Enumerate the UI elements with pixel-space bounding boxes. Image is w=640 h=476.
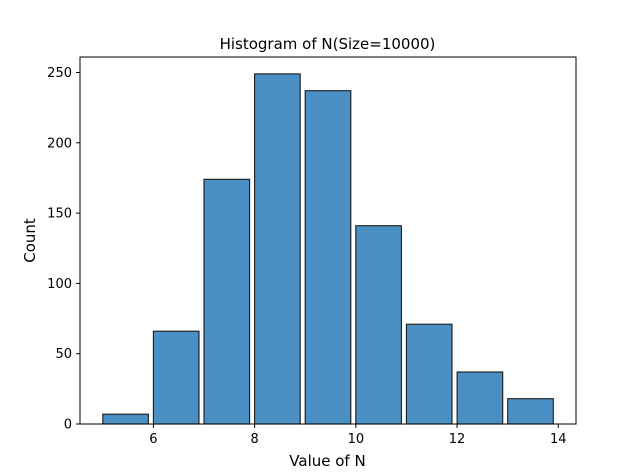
y-tick-label-100: 100 xyxy=(47,277,72,292)
x-axis-ticks: 6 8 10 12 14 xyxy=(149,424,567,447)
x-axis-title: Value of N xyxy=(289,452,365,470)
x-tick-label-6: 6 xyxy=(149,432,157,447)
y-axis-ticks: 0 50 100 150 200 250 xyxy=(47,66,80,433)
plot-frame xyxy=(79,56,577,425)
histogram-bar-4 xyxy=(304,90,352,425)
y-tick-label-50: 50 xyxy=(55,347,72,362)
histogram-bar-6 xyxy=(405,323,453,425)
histogram-bar-7 xyxy=(456,371,504,425)
y-tick-label-200: 200 xyxy=(47,136,72,151)
x-tick-label-14: 14 xyxy=(550,432,567,447)
histogram-bar-2 xyxy=(203,178,251,425)
y-tick-label-250: 250 xyxy=(47,66,72,81)
x-tick-label-10: 10 xyxy=(348,432,365,447)
y-axis-title: Count xyxy=(21,218,39,263)
y-tick-label-0: 0 xyxy=(64,418,72,433)
chart-title: Histogram of N(Size=10000) xyxy=(220,35,436,53)
histogram-bar-0 xyxy=(102,413,149,425)
x-tick-label-8: 8 xyxy=(250,432,258,447)
histogram-bar-8 xyxy=(507,398,554,425)
bars-layer xyxy=(102,73,554,425)
x-tick-label-12: 12 xyxy=(449,432,466,447)
y-tick-label-150: 150 xyxy=(47,207,72,222)
histogram-bar-5 xyxy=(355,225,402,425)
histogram-bar-1 xyxy=(152,330,200,425)
histogram-bar-3 xyxy=(254,73,301,425)
